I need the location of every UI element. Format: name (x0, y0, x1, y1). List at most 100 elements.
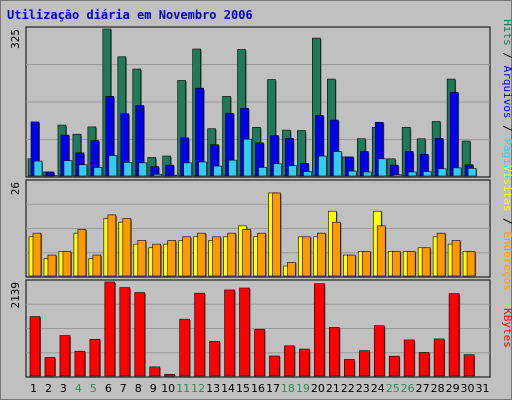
bar-páginas-day-9 (153, 173, 163, 177)
chart-title: Utilização diária em Novembro 2006 (7, 8, 253, 22)
bar-páginas-day-10 (168, 174, 178, 177)
x-tick-day-5: 5 (90, 382, 97, 395)
x-tick-day-30: 30 (461, 382, 475, 395)
bar-arquivos-day-25 (389, 164, 399, 177)
bar-endereços-day-3 (62, 251, 72, 277)
bar-endereços-day-30 (466, 251, 476, 277)
bar-endereços-day-28 (436, 232, 446, 277)
x-tick-day-16: 16 (251, 382, 265, 395)
bar-shadow (165, 375, 176, 378)
bar-kbytes-day-26 (403, 339, 415, 377)
bar-páginas-day-4 (78, 164, 88, 177)
bar-kbytes-day-8 (134, 292, 146, 377)
bar-páginas-day-20 (318, 155, 327, 177)
bar-páginas-day-11 (183, 162, 192, 177)
bar-páginas-day-30 (467, 168, 477, 177)
bar-kbytes-day-20 (314, 283, 325, 377)
bar-páginas-day-18 (288, 165, 297, 177)
x-tick-day-11: 11 (176, 382, 190, 395)
bar-arquivos-day-29 (449, 91, 459, 177)
x-tick-day-17: 17 (266, 382, 280, 395)
legend-middle: Visitas / Endereços (501, 165, 512, 291)
bar-kbytes-day-29 (448, 293, 460, 377)
bar-kbytes-day-12 (194, 292, 205, 377)
bar-endereços-day-11 (182, 236, 191, 277)
y-max-label-top: 325 (9, 29, 22, 49)
bar-endereços-day-27 (421, 247, 431, 277)
bar-kbytes-day-21 (329, 327, 340, 377)
bar-páginas-day-25 (392, 174, 402, 177)
bar-endereços-day-25 (391, 251, 401, 277)
x-tick-day-27: 27 (416, 382, 430, 395)
bar-endereços-day-2 (47, 254, 57, 277)
bar-kbytes-day-27 (418, 352, 430, 377)
bar-endereços-day-1 (32, 232, 42, 277)
bar-endereços-day-24 (376, 225, 386, 277)
legend-entry: Páginas (501, 138, 512, 184)
bar-páginas-day-21 (333, 151, 342, 177)
bar-kbytes-day-4 (74, 350, 86, 377)
bar-endereços-day-7 (122, 218, 132, 277)
bar-endereços-day-19 (302, 236, 311, 277)
bar-kbytes-day-24 (373, 325, 385, 377)
bar-kbytes-day-10 (164, 373, 176, 377)
x-tick-day-29: 29 (446, 382, 460, 395)
bar-páginas-day-23 (362, 171, 372, 177)
x-tick-day-18: 18 (281, 382, 295, 395)
bar-kbytes-day-17 (269, 355, 280, 377)
bar-páginas-day-1 (33, 160, 43, 177)
bar-endereços-day-22 (347, 254, 356, 277)
bar-páginas-day-24 (377, 158, 387, 177)
x-tick-day-22: 22 (341, 382, 355, 395)
legend-entry: KBytes (501, 308, 512, 348)
bar-kbytes-day-25 (388, 355, 400, 377)
bar-páginas-day-28 (437, 168, 447, 177)
bar-kbytes-day-11 (179, 318, 190, 377)
bar-endereços-day-20 (317, 232, 326, 277)
legend-entry: Arquivos (501, 66, 512, 119)
y-max-label-middle: 26 (9, 182, 22, 195)
bar-kbytes-day-14 (224, 289, 235, 377)
bar-kbytes-day-15 (239, 287, 250, 377)
bar-páginas-day-6 (108, 155, 118, 177)
bar-endereços-day-17 (272, 192, 281, 277)
x-tick-day-3: 3 (60, 382, 67, 395)
bar-kbytes-day-28 (433, 338, 445, 377)
bar-páginas-day-22 (348, 170, 357, 177)
bar-páginas-day-19 (303, 171, 312, 177)
bar-páginas-day-15 (243, 138, 252, 177)
x-tick-day-6: 6 (105, 382, 112, 395)
bar-páginas-day-5 (93, 167, 103, 177)
bar-kbytes-day-5 (89, 339, 101, 377)
legend-top: Hits / Arquivos / Páginas (501, 19, 512, 185)
bar-kbytes-day-13 (209, 341, 220, 377)
x-tick-day-26: 26 (401, 382, 415, 395)
bar-páginas-day-16 (258, 167, 267, 177)
bar-endereços-day-16 (257, 232, 266, 277)
x-tick-day-7: 7 (120, 382, 127, 395)
bar-kbytes-day-16 (254, 328, 265, 377)
legend-entry: Visitas (501, 165, 512, 211)
x-tick-day-10: 10 (161, 382, 175, 395)
bar-kbytes-day-22 (344, 359, 355, 377)
bar-endereços-day-21 (332, 221, 341, 277)
x-tick-day-23: 23 (356, 382, 370, 395)
x-tick-day-2: 2 (45, 382, 52, 395)
legend-entry: Endereços (501, 231, 512, 291)
bar-kbytes-day-7 (119, 287, 131, 377)
bar-kbytes-day-9 (149, 366, 161, 377)
bar-shadow (49, 176, 58, 178)
bar-shadow (154, 175, 163, 178)
x-tick-day-21: 21 (326, 382, 340, 395)
x-tick-day-31: 31 (476, 382, 490, 395)
x-tick-day-19: 19 (296, 382, 310, 395)
bar-kbytes-day-30 (463, 354, 475, 377)
bar-endereços-day-9 (152, 243, 162, 277)
bar-endereços-day-18 (287, 262, 296, 277)
bar-endereços-day-15 (242, 229, 251, 277)
x-tick-day-8: 8 (135, 382, 142, 395)
bar-kbytes-day-6 (104, 281, 116, 377)
bar-páginas-day-7 (123, 162, 133, 177)
bar-shadow (169, 176, 178, 178)
